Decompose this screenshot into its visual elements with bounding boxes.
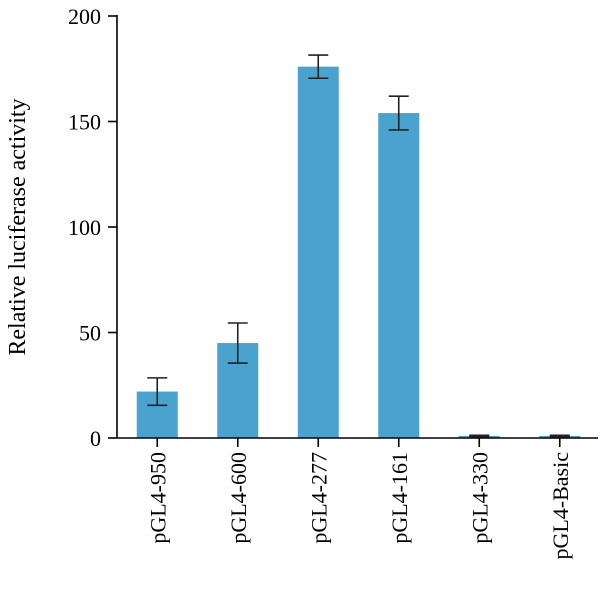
- bar-pgl4-277: [297, 66, 339, 438]
- x-tick-label-pgl4-277: pGL4-277: [306, 452, 331, 544]
- y-tick-label-200: 200: [68, 4, 101, 29]
- bar-pgl4-161: [378, 113, 420, 438]
- x-tick-label-pgl4-600: pGL4-600: [226, 452, 251, 544]
- y-tick-label-100: 100: [68, 215, 101, 240]
- y-axis-title: Relative luciferase activity: [5, 98, 31, 355]
- x-tick-label-pgl4-161: pGL4-161: [387, 452, 412, 544]
- y-tick-label-150: 150: [68, 110, 101, 135]
- plot-area: 0 50 100 150 200 pGL4-950 pGL4-600 pGL4-277 pGL4…: [68, 4, 598, 560]
- y-tick-label-0: 0: [90, 426, 101, 451]
- x-tick-label-pgl4-330: pGL4-330: [467, 452, 492, 544]
- x-tick-label-pgl4-950: pGL4-950: [145, 452, 170, 544]
- x-tick-label-pgl4-basic: pGL4-Basic: [548, 452, 573, 560]
- y-tick-label-50: 50: [79, 321, 101, 346]
